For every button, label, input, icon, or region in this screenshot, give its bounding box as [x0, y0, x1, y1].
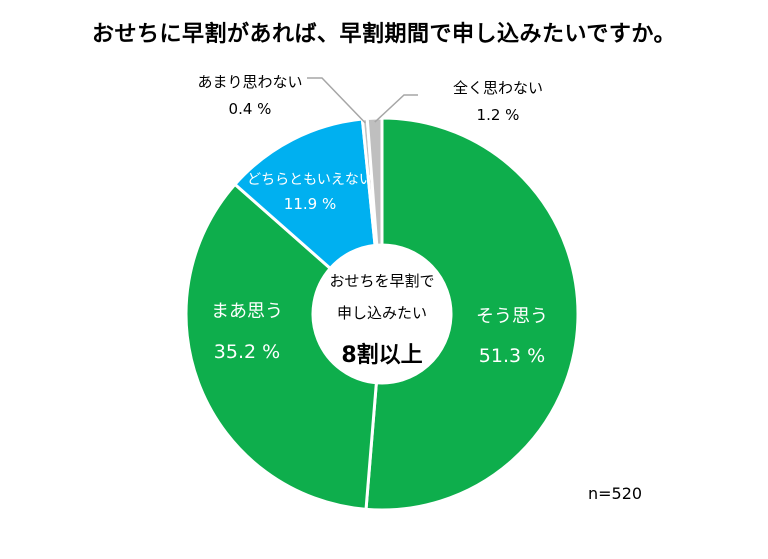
- slice-value-mattaku: 1.2 %: [476, 106, 520, 124]
- slice-label-mattaku: 全く思わない: [452, 79, 543, 97]
- leader-line-mattaku: [374, 94, 418, 123]
- slice-label-dochira: どちらともいえない: [247, 172, 373, 188]
- center-text-line3: 8割以上: [341, 342, 422, 368]
- slice-label-maa: まあ思う: [211, 301, 283, 322]
- slice-label-sou: そう思う: [476, 306, 548, 327]
- slices-group: [184, 116, 580, 512]
- external-label-mattaku: 全く思わない 1.2 %: [438, 77, 558, 124]
- sample-size-label: n=520: [588, 484, 643, 503]
- slice-value-dochira: 11.9 %: [284, 195, 336, 213]
- slice-label-amari: あまり思わない: [197, 73, 303, 91]
- slice-value-maa: 35.2 %: [214, 341, 280, 363]
- leader-line-amari: [307, 77, 366, 124]
- slice-maa: [184, 182, 378, 511]
- inside-labels: そう思う 51.3 % まあ思う 35.2 % どちらともいえない 11.9 %: [211, 172, 548, 367]
- external-label-amari: あまり思わない 0.4 %: [185, 71, 315, 118]
- leader-lines: [307, 77, 418, 124]
- slice-sou: [364, 116, 580, 512]
- slice-value-sou: 51.3 %: [479, 345, 545, 367]
- slice-dochira: [232, 117, 377, 271]
- center-text-line1: おせちを早割で: [329, 272, 434, 290]
- center-text-line2: 申し込みたい: [337, 304, 427, 322]
- chart-title: おせちに早割があれば、早割期間で申し込みたいですか。: [92, 22, 676, 47]
- slice-mattaku: [365, 116, 384, 247]
- slice-value-amari: 0.4 %: [228, 100, 272, 118]
